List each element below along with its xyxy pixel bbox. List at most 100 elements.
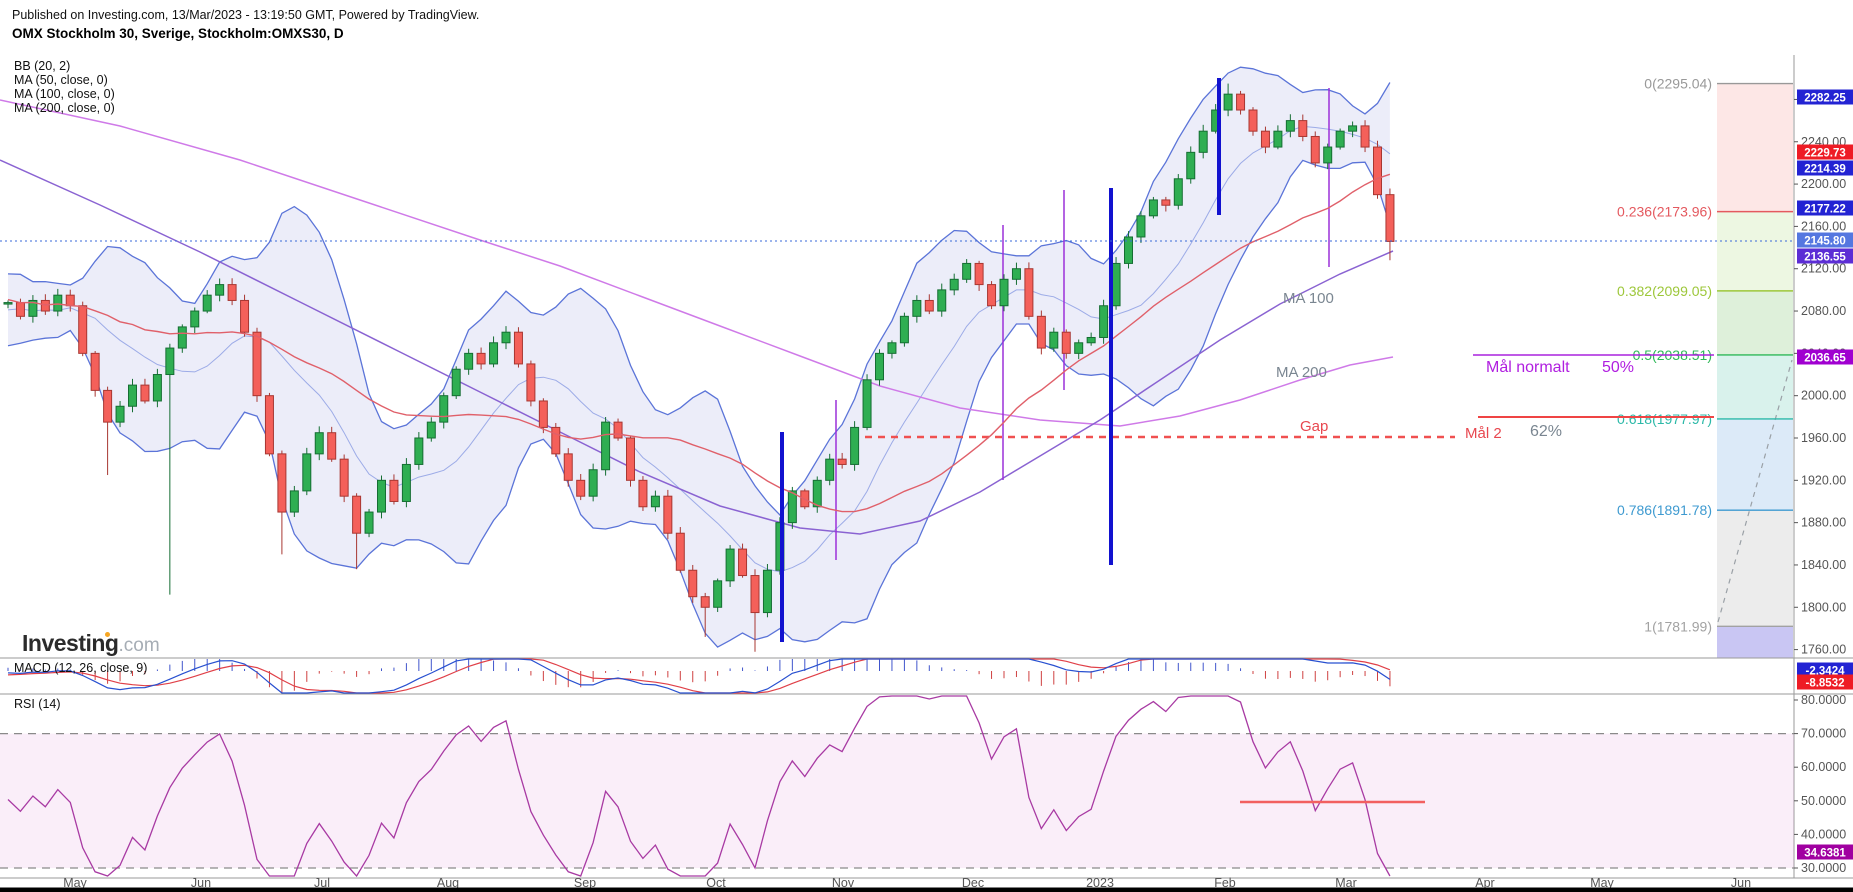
price-tick-label: 1880.00 bbox=[1801, 516, 1846, 530]
candle-body bbox=[464, 352, 474, 370]
macd-value-badge: -8.8532 bbox=[1797, 674, 1853, 690]
candle-body bbox=[103, 389, 113, 423]
candle-body bbox=[626, 437, 635, 481]
candle-body bbox=[1236, 93, 1246, 111]
month-label: May bbox=[1590, 876, 1614, 890]
candle-body bbox=[1285, 120, 1295, 132]
macd-histogram bbox=[7, 659, 1391, 693]
candle-body bbox=[688, 569, 698, 598]
fib-zone bbox=[1717, 354, 1793, 419]
candle-body bbox=[128, 384, 137, 407]
candle-body bbox=[551, 426, 561, 455]
ma200-line bbox=[0, 99, 1394, 427]
price-tick-label: 1840.00 bbox=[1801, 558, 1846, 572]
candle-body bbox=[289, 490, 299, 513]
annotation-text: 50% bbox=[1602, 359, 1634, 376]
candles-layer bbox=[3, 83, 1395, 652]
rsi-tick-label: 80.0000 bbox=[1801, 693, 1846, 707]
candle-body bbox=[401, 463, 411, 502]
candle-body bbox=[601, 421, 611, 471]
rsi-tick-label: 30.0000 bbox=[1801, 861, 1846, 875]
month-label: Jun bbox=[1731, 876, 1751, 890]
fib-zone bbox=[1717, 418, 1793, 511]
rsi-tick-label: 60.0000 bbox=[1801, 760, 1846, 774]
svg-text:2282.25: 2282.25 bbox=[1804, 93, 1846, 105]
indicator-label-ma50: MA (50, close, 0) bbox=[14, 73, 108, 87]
candle-body bbox=[327, 432, 337, 460]
fib-zone bbox=[1717, 510, 1793, 627]
price-tick-label: 2080.00 bbox=[1801, 304, 1846, 318]
bottom-black-bar bbox=[0, 887, 1853, 892]
candle-body bbox=[489, 342, 499, 365]
rsi-label: RSI (14) bbox=[14, 697, 61, 711]
annotation-text: MA 200 bbox=[1276, 364, 1327, 381]
macd-line bbox=[7, 658, 1391, 694]
month-label: Mar bbox=[1335, 876, 1357, 890]
price-axis-badge: 2136.55 bbox=[1797, 248, 1853, 264]
candle-body bbox=[899, 315, 909, 344]
candle-body bbox=[1223, 93, 1233, 111]
rsi-value-badge: 34.6381 bbox=[1797, 844, 1853, 860]
candle-body bbox=[513, 331, 523, 365]
candle-body bbox=[314, 432, 324, 455]
fib-level-label: 0(2295.04) bbox=[1644, 76, 1712, 92]
candle-body bbox=[165, 347, 175, 376]
candle-body bbox=[277, 453, 287, 513]
svg-text:34.6381: 34.6381 bbox=[1804, 848, 1846, 860]
candle-body bbox=[912, 299, 922, 317]
candle-body bbox=[339, 458, 349, 497]
candle-body bbox=[1173, 178, 1183, 206]
indicator-label-ma200: MA (200, close, 0) bbox=[14, 101, 115, 115]
candle-body bbox=[700, 596, 710, 608]
month-label: Sep bbox=[574, 876, 596, 890]
price-tick-label: 2120.00 bbox=[1801, 262, 1846, 276]
candle-body bbox=[65, 294, 75, 307]
candle-body bbox=[750, 575, 760, 614]
candle-body bbox=[264, 395, 274, 455]
candle-body bbox=[762, 569, 772, 614]
candle-body bbox=[1111, 262, 1121, 307]
candle-body bbox=[1335, 130, 1345, 148]
candle-body bbox=[987, 284, 997, 307]
price-tick-label: 1800.00 bbox=[1801, 600, 1846, 614]
month-label: Oct bbox=[706, 876, 726, 890]
candle-body bbox=[377, 479, 386, 513]
price-axis-badge: 2177.22 bbox=[1797, 200, 1853, 216]
candle-body bbox=[1186, 151, 1196, 180]
candle-body bbox=[713, 580, 723, 608]
candle-body bbox=[476, 352, 486, 365]
candle-body bbox=[1323, 146, 1333, 164]
candle-body bbox=[1161, 199, 1171, 206]
candle-body bbox=[638, 479, 648, 508]
candle-body bbox=[1198, 130, 1208, 153]
candle-body bbox=[1385, 194, 1395, 242]
svg-text:2145.80: 2145.80 bbox=[1804, 236, 1846, 248]
candle-body bbox=[53, 294, 63, 312]
candle-body bbox=[28, 299, 38, 317]
candle-body bbox=[1148, 199, 1158, 217]
price-axis-badge: 2214.39 bbox=[1797, 160, 1853, 176]
candle-body bbox=[787, 490, 797, 524]
candle-body bbox=[738, 548, 748, 577]
candle-body bbox=[1024, 268, 1034, 317]
price-tick-label: 1920.00 bbox=[1801, 473, 1846, 487]
fib-zone bbox=[1717, 211, 1793, 291]
candle-body bbox=[1373, 146, 1382, 196]
rsi-band-fill bbox=[0, 733, 1794, 868]
candle-body bbox=[974, 262, 984, 286]
candle-body bbox=[1099, 305, 1109, 338]
candle-body bbox=[439, 395, 449, 423]
candle-body bbox=[1074, 342, 1084, 354]
bollinger-lower-line bbox=[7, 159, 1391, 648]
macd-signal-line bbox=[7, 658, 1391, 694]
published-line: Published on Investing.com, 13/Mar/2023 … bbox=[12, 8, 480, 22]
candle-body bbox=[177, 326, 187, 349]
candle-body bbox=[850, 426, 860, 465]
fib-level-label: 0.618(1977.97) bbox=[1617, 411, 1712, 427]
candle-body bbox=[875, 352, 884, 381]
price-tick-label: 2000.00 bbox=[1801, 389, 1846, 403]
candle-body bbox=[887, 342, 897, 354]
price-axis-badge: 2282.25 bbox=[1797, 89, 1853, 105]
candle-body bbox=[78, 305, 88, 354]
